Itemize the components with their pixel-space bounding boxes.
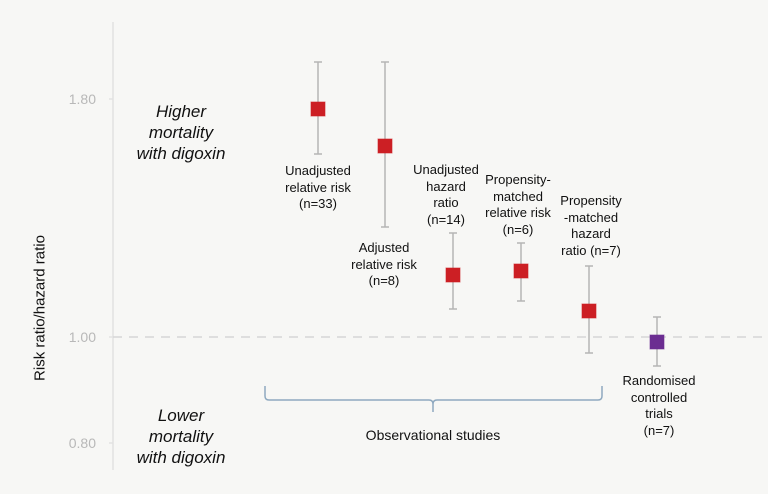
point-label-line: Propensity-	[485, 172, 551, 187]
point-marker	[513, 263, 529, 279]
point-label: Propensity -matched hazard ratio (n=7)	[560, 193, 621, 259]
annotation-line: Lower	[157, 406, 205, 425]
annotation-line: mortality	[148, 427, 214, 446]
observational-brace	[264, 386, 603, 412]
point-label-line: relative risk	[285, 179, 351, 195]
y-tick-label-1-00: 1.00	[68, 329, 96, 345]
point-marker	[445, 267, 461, 283]
annotation-line: with digoxin	[136, 448, 226, 467]
point-label: Randomised controlled trials (n=7)	[623, 373, 696, 439]
point-label-line: Randomised	[622, 373, 696, 388]
point-label: Propensity-matched relative risk (n=6)	[485, 172, 551, 238]
point-marker	[310, 101, 326, 117]
point-label-line: relative risk	[351, 256, 417, 272]
point-label-line: (n=8)	[368, 273, 400, 288]
point-marker	[649, 334, 665, 350]
point-label-line: (n=7)	[643, 422, 675, 438]
point-label-line: Unadjusted	[413, 162, 479, 177]
y-axis-label: Risk ratio/hazard ratio	[31, 235, 49, 381]
point-label-line: matched	[493, 188, 543, 204]
point-marker	[581, 303, 597, 319]
point-label-line: ratio	[433, 195, 459, 210]
observational-studies-label: Observational studies	[365, 427, 501, 443]
point-label-line: controlled	[630, 389, 688, 405]
point-label-line: trials	[645, 406, 673, 421]
point-label: Unadjusted hazard ratio (n=14)	[413, 162, 479, 228]
point-marker	[377, 138, 393, 154]
point-label-line: Adjusted	[358, 240, 410, 255]
point-label-line: (n=6)	[502, 221, 534, 237]
higher-mortality-annotation: Higher mortality with digoxin	[111, 101, 251, 164]
point-label-line: (n=14)	[427, 211, 465, 227]
point-label-line: Unadjusted	[285, 163, 351, 178]
lower-mortality-annotation: Lower mortality with digoxin	[111, 405, 251, 468]
point-label-line: ratio (n=7)	[561, 242, 621, 258]
annotation-line: mortality	[148, 123, 214, 142]
annotation-line: Higher	[155, 102, 207, 121]
data-points	[310, 61, 665, 367]
point-label-line: hazard	[571, 226, 611, 241]
annotation-line: with digoxin	[136, 144, 226, 163]
point-label-line: hazard	[426, 178, 466, 194]
point-label-line: Propensity	[560, 193, 622, 208]
point-label: Adjusted relative risk (n=8)	[351, 240, 417, 290]
point-label: Unadjusted relative risk (n=33)	[285, 163, 351, 213]
y-tick-label-1-80: 1.80	[68, 91, 96, 107]
point-label-line: relative risk	[485, 205, 551, 220]
point-label-line: (n=33)	[299, 196, 337, 211]
point-label-line: -matched	[563, 209, 619, 225]
y-tick-label-0-80: 0.80	[68, 435, 96, 451]
